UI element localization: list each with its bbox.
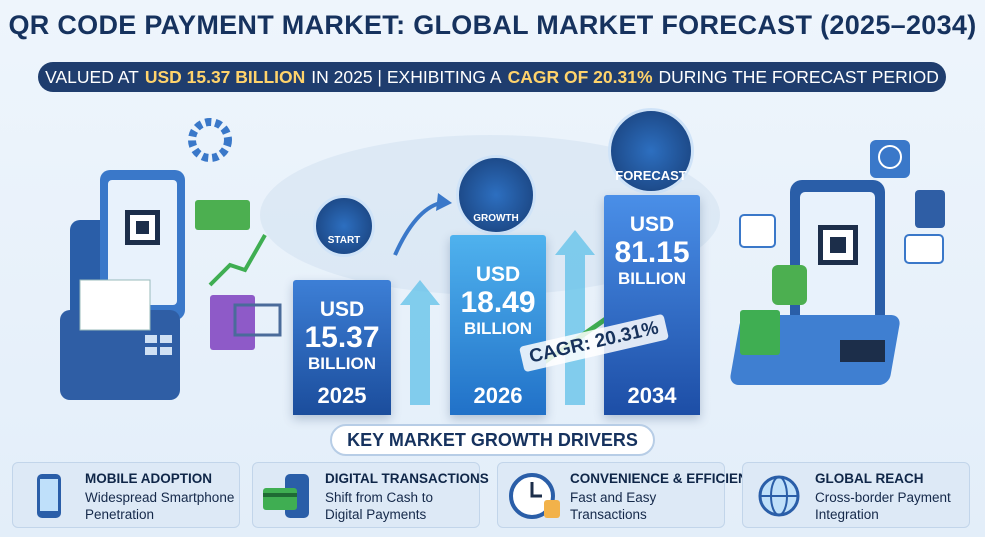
bar: USD 18.49 BILLION 2026 <box>450 235 546 415</box>
icon-clock <box>509 473 560 519</box>
bar-year: 2034 <box>627 383 677 408</box>
bar-value: 18.49 <box>460 286 536 319</box>
bar-year: 2026 <box>473 383 523 408</box>
subtitle-text: VALUED AT <box>45 66 139 87</box>
driver-card: GLOBAL REACH Cross-border Payment Integr… <box>742 462 970 528</box>
bar-unit: BILLION <box>464 319 532 338</box>
driver-card: CONVENIENCE & EFFICIENCY Fast and Easy T… <box>497 462 767 528</box>
driver-title: CONVENIENCE & EFFICIENCY <box>570 471 767 486</box>
driver-text: Shift from Cash to <box>325 490 434 505</box>
driver-title: MOBILE ADOPTION <box>85 471 212 486</box>
driver-text: Digital Payments <box>325 507 427 522</box>
title: QR CODE PAYMENT MARKET: GLOBAL MARKET FO… <box>8 10 977 40</box>
subtitle-highlight: USD 15.37 BILLION <box>144 66 306 87</box>
driver-text: Transactions <box>570 507 647 522</box>
bar: USD 15.37 BILLION 2025 <box>293 280 391 415</box>
icon-card <box>263 474 309 518</box>
background-art <box>60 118 945 405</box>
driver-text: Cross-border Payment <box>815 490 951 505</box>
drivers-title: KEY MARKET GROWTH DRIVERS <box>330 424 655 456</box>
driver-text: Fast and Easy <box>570 490 657 505</box>
driver-text: Widespread Smartphone <box>85 490 235 505</box>
driver-title: GLOBAL REACH <box>815 471 924 486</box>
subtitle-highlight: CAGR OF 20.31% <box>507 66 653 87</box>
driver-card: DIGITAL TRANSACTIONS Shift from Cash to … <box>252 462 489 528</box>
badge: GROWTH <box>456 155 536 235</box>
bar-value: 81.15 <box>614 236 690 269</box>
subtitle-banner: VALUED AT USD 15.37 BILLION IN 2025 | EX… <box>38 62 946 92</box>
bar-unit: BILLION <box>308 354 376 373</box>
bar-value: 15.37 <box>304 321 380 354</box>
driver-text: Integration <box>815 507 879 522</box>
badge: START <box>313 195 375 257</box>
bar-year: 2025 <box>317 383 367 408</box>
driver-text: Penetration <box>85 507 155 522</box>
bar-currency: USD <box>629 213 675 236</box>
bar-unit: BILLION <box>618 269 686 288</box>
icon-globe <box>758 475 800 517</box>
subtitle-text: IN 2025 | EXHIBITING A <box>311 66 502 87</box>
bar-currency: USD <box>319 298 365 321</box>
icon-phone <box>37 474 61 518</box>
bar-currency: USD <box>475 263 521 286</box>
subtitle-text: DURING THE FORECAST PERIOD <box>658 66 939 87</box>
bar: USD 81.15 BILLION 2034 <box>604 195 700 415</box>
driver-card: MOBILE ADOPTION Widespread Smartphone Pe… <box>12 462 240 528</box>
badge: FORECAST <box>608 108 694 194</box>
driver-title: DIGITAL TRANSACTIONS <box>325 471 489 486</box>
